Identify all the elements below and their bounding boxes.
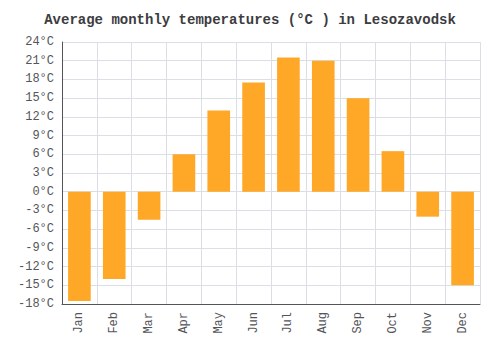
svg-text:0°C: 0°C — [32, 185, 54, 199]
svg-text:Sep: Sep — [351, 312, 365, 334]
svg-text:18°C: 18°C — [25, 72, 54, 86]
svg-text:3°C: 3°C — [32, 166, 54, 180]
svg-text:-3°C: -3°C — [25, 203, 54, 217]
svg-text:-6°C: -6°C — [25, 222, 54, 236]
svg-text:9°C: 9°C — [32, 129, 54, 143]
svg-text:Mar: Mar — [142, 312, 156, 334]
svg-text:Aug: Aug — [316, 312, 330, 334]
svg-text:-15°C: -15°C — [18, 278, 54, 292]
svg-text:Average monthly temperatures (: Average monthly temperatures (°C ) in Le… — [44, 12, 456, 28]
svg-text:Nov: Nov — [421, 312, 435, 334]
svg-text:Oct: Oct — [386, 312, 400, 334]
svg-text:-18°C: -18°C — [18, 297, 54, 311]
svg-text:15°C: 15°C — [25, 91, 54, 105]
svg-text:Feb: Feb — [107, 312, 121, 334]
svg-text:Jun: Jun — [247, 312, 261, 334]
svg-text:6°C: 6°C — [32, 147, 54, 161]
svg-text:21°C: 21°C — [25, 54, 54, 68]
svg-text:Apr: Apr — [177, 312, 191, 334]
svg-text:-12°C: -12°C — [18, 260, 54, 274]
svg-text:May: May — [212, 312, 226, 334]
svg-text:Dec: Dec — [456, 312, 470, 334]
svg-text:-9°C: -9°C — [25, 241, 54, 255]
svg-text:24°C: 24°C — [25, 35, 54, 49]
svg-text:Jul: Jul — [281, 312, 295, 334]
svg-text:Jan: Jan — [72, 312, 86, 334]
svg-text:12°C: 12°C — [25, 110, 54, 124]
